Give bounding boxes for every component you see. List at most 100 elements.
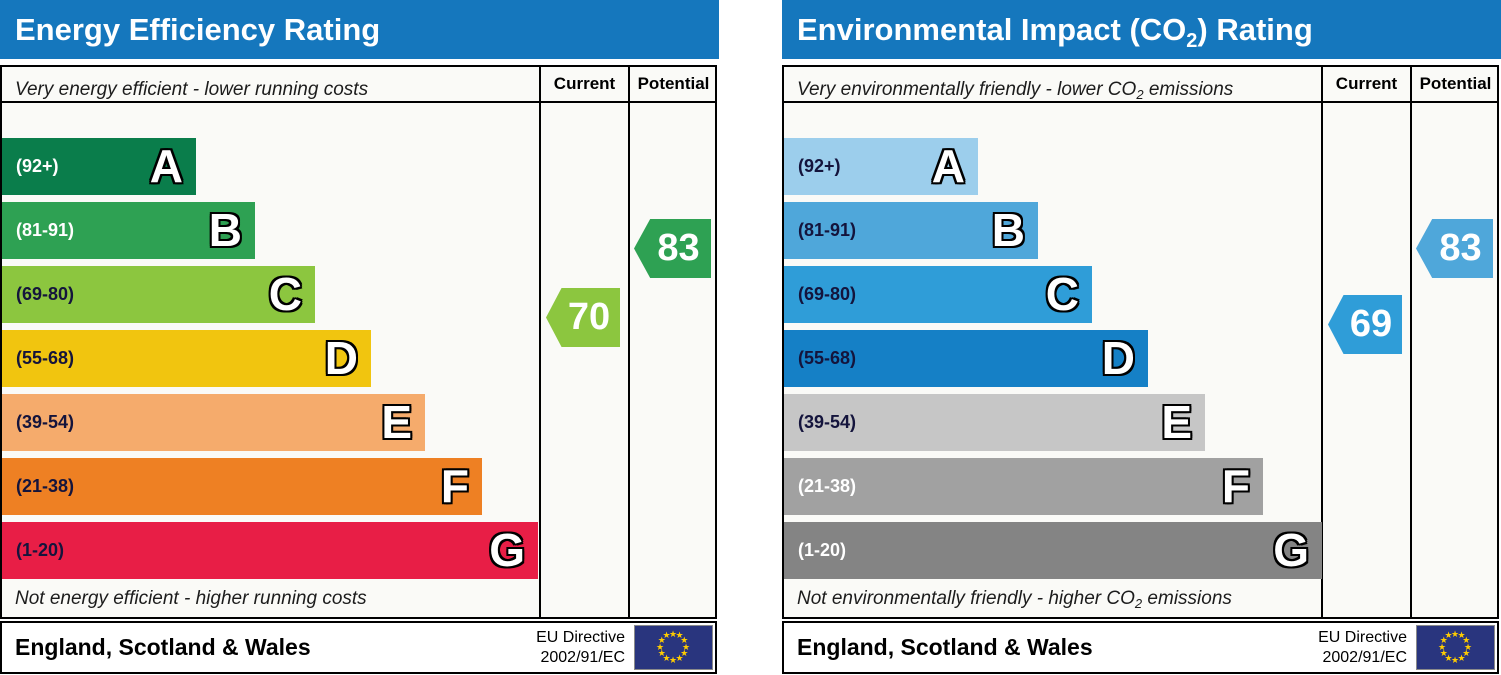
- rating-bands: (92+) A (81-91) B (69-80) C (55-68) D (39-54) E (2…: [784, 138, 1322, 586]
- band-letter: A: [931, 140, 965, 192]
- band-letter: C: [268, 268, 302, 320]
- band-range-label: (55-68): [798, 348, 857, 368]
- band-letter: B: [208, 204, 242, 256]
- band-letter: E: [1161, 396, 1192, 448]
- bottom-caption: Not energy efficient - higher running co…: [15, 588, 367, 609]
- eu-flag-star: ★: [1464, 641, 1473, 652]
- column-divider: [539, 67, 541, 617]
- potential-column-header: Potential: [637, 74, 710, 93]
- eu-directive-block: EU Directive 2002/91/EC ★ ★ ★ ★ ★ ★ ★ ★ ★ ★ ★ ★: [1318, 625, 1497, 670]
- chart-title: Energy Efficiency Rating: [15, 11, 381, 47]
- band-d: (55-68) D: [2, 330, 371, 387]
- current-rating-arrow: 69: [1328, 295, 1402, 354]
- band-letter: B: [991, 204, 1025, 256]
- band-range-label: (39-54): [798, 412, 857, 432]
- eu-flag-star: ★: [682, 641, 691, 652]
- band-range-label: (1-20): [798, 540, 847, 560]
- band-f: (21-38) F: [2, 458, 482, 515]
- eu-directive-label: EU Directive 2002/91/EC: [1318, 629, 1407, 666]
- energy-efficiency-chart: Energy Efficiency Rating Current Potenti…: [0, 0, 719, 675]
- band-letter: G: [1273, 524, 1309, 576]
- band-b: (81-91) B: [2, 202, 255, 259]
- band-range-label: (69-80): [16, 284, 75, 304]
- band-range-label: (81-91): [798, 220, 857, 240]
- eu-flag-star: ★: [657, 648, 666, 658]
- band-range-label: (81-91): [16, 220, 75, 240]
- rating-bands: (92+) A (81-91) B (69-80) C (55-68) D (39-54) E (2…: [2, 138, 538, 586]
- band-letter: F: [440, 460, 469, 512]
- column-divider: [1410, 67, 1412, 617]
- band-range-label: (1-20): [16, 540, 65, 560]
- band-letter: E: [381, 396, 412, 448]
- eu-flag-star: ★: [1439, 648, 1448, 658]
- eu-flag-star: ★: [656, 641, 665, 652]
- band-letter: G: [489, 524, 525, 576]
- current-rating-arrow: 70: [546, 288, 620, 347]
- bottom-caption: Not environmentally friendly - higher CO…: [797, 588, 1232, 611]
- band-range-label: (21-38): [798, 476, 857, 496]
- band-letter: D: [1101, 332, 1135, 384]
- eu-flag-star: ★: [669, 628, 678, 639]
- band-range-label: (92+): [16, 156, 59, 176]
- eu-flag-star: ★: [662, 630, 671, 641]
- potential-rating-arrow: 83: [1416, 219, 1493, 278]
- eu-directive-label: EU Directive 2002/91/EC: [536, 629, 625, 666]
- band-d: (55-68) D: [784, 330, 1148, 387]
- region-label: England, Scotland & Wales: [15, 634, 311, 660]
- eu-flag-star: ★: [1457, 652, 1466, 663]
- region-label: England, Scotland & Wales: [797, 634, 1093, 660]
- eu-flag-star: ★: [680, 635, 689, 645]
- header-divider: [784, 101, 1497, 103]
- eu-flag-star: ★: [1438, 641, 1447, 652]
- chart-title-bar: Environmental Impact (CO2) Rating: [782, 0, 1501, 59]
- band-f: (21-38) F: [784, 458, 1263, 515]
- top-caption: Very energy efficient - lower running co…: [15, 79, 369, 100]
- band-a: (92+) A: [2, 138, 196, 195]
- band-letter: F: [1221, 460, 1250, 512]
- band-letter: C: [1045, 268, 1079, 320]
- eu-flag-star: ★: [1451, 654, 1460, 665]
- band-c: (69-80) C: [784, 266, 1092, 323]
- band-e: (39-54) E: [2, 394, 425, 451]
- eu-flag-star: ★: [1462, 648, 1471, 658]
- eu-flag-star: ★: [669, 654, 678, 665]
- band-g: (1-20) G: [784, 522, 1322, 579]
- eu-flag-icon: ★ ★ ★ ★ ★ ★ ★ ★ ★ ★ ★ ★: [1416, 625, 1495, 670]
- chart-footer: England, Scotland & Wales EU Directive 20…: [0, 621, 717, 674]
- eu-directive-block: EU Directive 2002/91/EC ★ ★ ★ ★ ★ ★ ★ ★ ★ ★ ★ ★: [536, 625, 715, 670]
- band-letter: D: [324, 332, 358, 384]
- eu-flag-star: ★: [680, 648, 689, 658]
- chart-title: Environmental Impact (CO2) Rating: [797, 11, 1313, 52]
- environmental-impact-chart: Environmental Impact (CO2) Rating Curren…: [782, 0, 1501, 675]
- potential-rating-arrow: 83: [634, 219, 711, 278]
- eu-flag-icon: ★ ★ ★ ★ ★ ★ ★ ★ ★ ★ ★ ★: [634, 625, 713, 670]
- band-c: (69-80) C: [2, 266, 315, 323]
- eu-flag-star: ★: [675, 652, 684, 663]
- rating-table: Current Potential Very environmentally f…: [782, 65, 1499, 619]
- band-a: (92+) A: [784, 138, 978, 195]
- potential-column-header: Potential: [1419, 74, 1492, 93]
- current-column-header: Current: [1335, 74, 1398, 93]
- header-divider: [2, 101, 715, 103]
- eu-flag-star: ★: [1444, 652, 1453, 663]
- eu-flag-star: ★: [1462, 635, 1471, 645]
- band-range-label: (39-54): [16, 412, 75, 432]
- eu-flag-star: ★: [1439, 635, 1448, 645]
- top-caption: Very environmentally friendly - lower CO…: [797, 79, 1234, 102]
- chart-title-bar: Energy Efficiency Rating: [0, 0, 719, 59]
- eu-flag-star: ★: [1457, 630, 1466, 641]
- band-e: (39-54) E: [784, 394, 1205, 451]
- eu-flag-star: ★: [1444, 630, 1453, 641]
- band-range-label: (69-80): [798, 284, 857, 304]
- chart-footer: England, Scotland & Wales EU Directive 20…: [782, 621, 1499, 674]
- rating-table: Current Potential Very energy efficient …: [0, 65, 717, 619]
- column-divider: [1321, 67, 1323, 617]
- band-range-label: (92+): [798, 156, 841, 176]
- band-b: (81-91) B: [784, 202, 1038, 259]
- eu-flag-star: ★: [662, 652, 671, 663]
- eu-flag-star: ★: [1451, 628, 1460, 639]
- band-range-label: (55-68): [16, 348, 75, 368]
- band-letter: A: [149, 140, 183, 192]
- eu-flag-star: ★: [657, 635, 666, 645]
